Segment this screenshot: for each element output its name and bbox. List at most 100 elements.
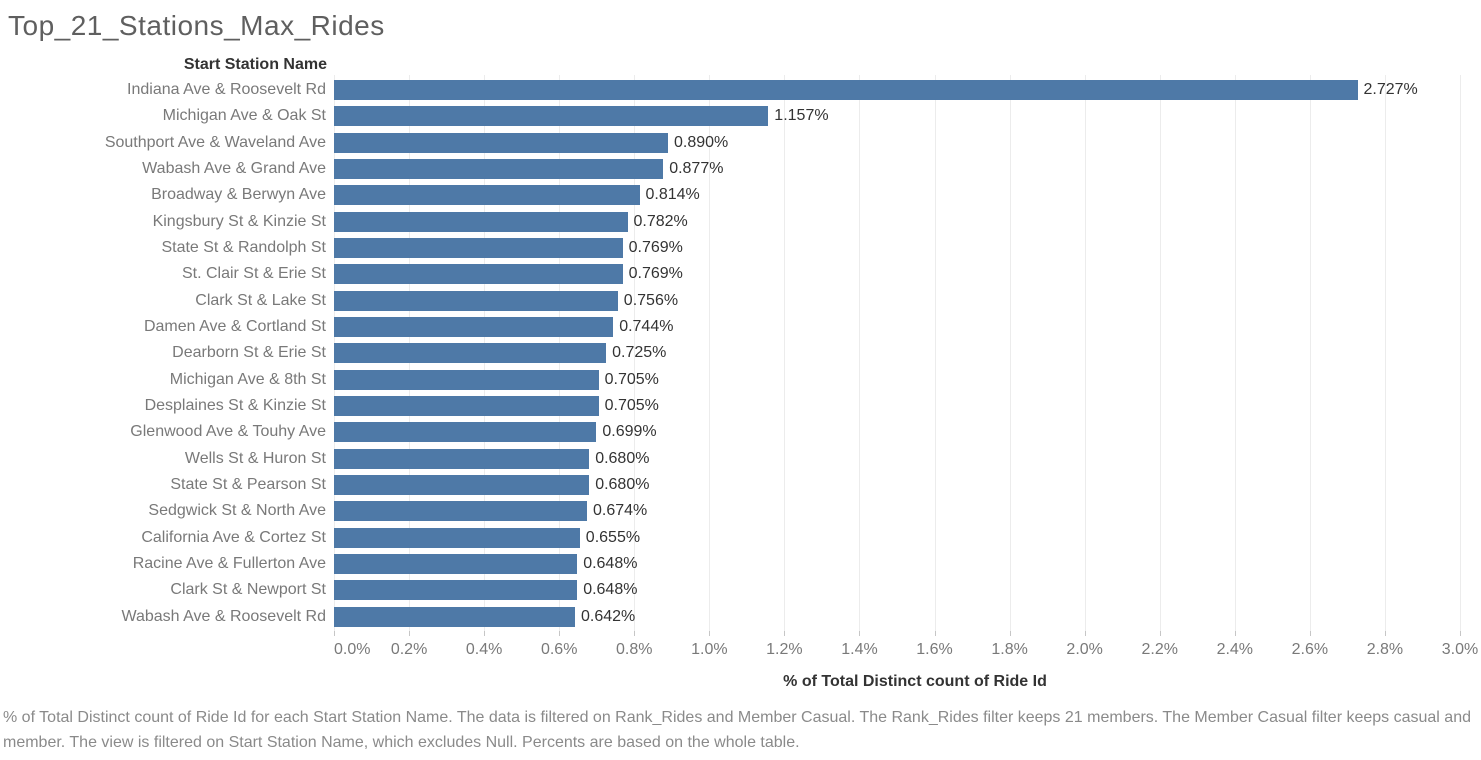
bar[interactable] — [334, 238, 623, 259]
bar-row: Desplaines St & Kinzie St 0.705% — [0, 393, 1481, 419]
bar[interactable] — [334, 290, 618, 311]
axis-tick — [1084, 631, 1086, 636]
bar-row: Wabash Ave & Roosevelt Rd 0.642% — [0, 604, 1481, 630]
axis-tick — [934, 631, 936, 636]
bar[interactable] — [334, 106, 769, 127]
axis-tick-label: 1.4% — [841, 641, 878, 658]
value-label: 0.648% — [583, 581, 638, 599]
bar[interactable] — [334, 501, 587, 522]
bar[interactable] — [334, 606, 575, 627]
bar[interactable] — [334, 317, 614, 338]
axis-tick — [1309, 631, 1311, 636]
bar[interactable] — [334, 343, 607, 364]
category-label: Wabash Ave & Grand Ave — [142, 160, 326, 178]
axis-tick — [1234, 631, 1236, 636]
category-label: Michigan Ave & 8th St — [169, 370, 326, 388]
value-label: 0.769% — [628, 239, 683, 257]
axis-tick-label: 0.0% — [334, 641, 371, 658]
bar-row: Wells St & Huron St 0.680% — [0, 446, 1481, 472]
axis-tick — [1159, 631, 1161, 636]
category-label: Southport Ave & Waveland Ave — [104, 133, 326, 151]
category-label: Damen Ave & Cortland St — [143, 318, 326, 336]
bar[interactable] — [334, 422, 597, 443]
category-label: California Ave & Cortez St — [141, 528, 326, 546]
category-label: Broadway & Berwyn Ave — [151, 186, 326, 204]
axis-tick — [559, 631, 561, 636]
bar[interactable] — [334, 369, 599, 390]
bar-row: Sedgwick St & North Ave 0.674% — [0, 498, 1481, 524]
axis-tick-label: 2.0% — [1066, 641, 1103, 658]
category-label: Wells St & Huron St — [184, 449, 326, 467]
bar-row: Racine Ave & Fullerton Ave 0.648% — [0, 551, 1481, 577]
value-label: 0.705% — [604, 370, 659, 388]
value-label: 0.705% — [604, 397, 659, 415]
bar[interactable] — [334, 211, 628, 232]
value-label: 0.674% — [593, 502, 648, 520]
value-label: 1.157% — [774, 107, 829, 125]
bar-row: Glenwood Ave & Touhy Ave 0.699% — [0, 419, 1481, 445]
axis-tick — [1460, 631, 1461, 636]
axis-tick-label: 2.4% — [1216, 641, 1254, 658]
bar-row: State St & Randolph St 0.769% — [0, 235, 1481, 261]
category-label: Racine Ave & Fullerton Ave — [132, 555, 326, 573]
value-label: 0.814% — [645, 186, 700, 204]
value-label: 0.756% — [623, 291, 679, 309]
bar-row: Broadway & Berwyn Ave 0.814% — [0, 182, 1481, 208]
bar[interactable] — [334, 264, 623, 285]
axis-tick-label: 1.2% — [766, 641, 803, 658]
bar[interactable] — [334, 448, 590, 469]
axis-tick-label: 0.8% — [616, 641, 653, 658]
axis-tick — [634, 631, 636, 636]
axis-tick-label: 1.6% — [916, 641, 953, 658]
gridline — [934, 75, 936, 631]
value-label: 0.877% — [669, 160, 724, 178]
gridline — [1234, 75, 1236, 631]
category-label: Michigan Ave & Oak St — [162, 107, 326, 125]
bar[interactable] — [334, 132, 668, 153]
value-label: 0.725% — [612, 344, 667, 362]
category-label: Desplaines St & Kinzie St — [144, 397, 326, 415]
value-label: 0.680% — [595, 476, 650, 494]
axis-tick-label: 2.8% — [1366, 641, 1404, 658]
column-header: Start Station Name — [183, 56, 327, 73]
axis-tick — [784, 631, 786, 636]
category-label: St. Clair St & Erie St — [181, 265, 326, 283]
bar[interactable] — [334, 185, 640, 206]
value-label: 0.648% — [583, 555, 638, 573]
bar[interactable] — [334, 527, 580, 548]
bar-row: Clark St & Newport St 0.648% — [0, 577, 1481, 603]
category-label: Dearborn St & Erie St — [172, 344, 326, 362]
bar-row: Michigan Ave & 8th St 0.705% — [0, 367, 1481, 393]
bar[interactable] — [334, 80, 1358, 101]
category-label: Kingsbury St & Kinzie St — [152, 212, 326, 230]
axis-tick — [409, 631, 411, 636]
bar-row: Kingsbury St & Kinzie St 0.782% — [0, 209, 1481, 235]
value-label: 2.727% — [1363, 81, 1418, 99]
bar-rows: Indiana Ave & Roosevelt Rd 2.727% Michigan… — [0, 77, 1481, 630]
bar-row: Dearborn St & Erie St 0.725% — [0, 340, 1481, 366]
gridline — [1460, 75, 1461, 631]
bar-row: Michigan Ave & Oak St 1.157% — [0, 103, 1481, 129]
gridline — [1009, 75, 1011, 631]
bar[interactable] — [334, 396, 599, 417]
bar[interactable] — [334, 554, 578, 575]
bar[interactable] — [334, 159, 664, 180]
category-label: Wabash Ave & Roosevelt Rd — [121, 607, 326, 625]
bar-row: St. Clair St & Erie St 0.769% — [0, 261, 1481, 287]
category-label: Clark St & Lake St — [195, 291, 326, 309]
value-label: 0.890% — [674, 133, 729, 151]
bar[interactable] — [334, 475, 590, 496]
gridline — [709, 75, 711, 631]
axis-tick — [1009, 631, 1011, 636]
gridline — [1159, 75, 1161, 631]
axis-tick-label: 1.0% — [691, 641, 728, 658]
bar[interactable] — [334, 580, 578, 601]
axis-tick — [859, 631, 861, 636]
value-label: 0.782% — [633, 212, 688, 230]
axis-tick — [334, 631, 335, 636]
category-label: State St & Randolph St — [161, 239, 326, 257]
chart-title: Top_21_Stations_Max_Rides — [8, 10, 385, 41]
value-label: 0.699% — [602, 423, 657, 441]
gridline — [634, 75, 636, 631]
